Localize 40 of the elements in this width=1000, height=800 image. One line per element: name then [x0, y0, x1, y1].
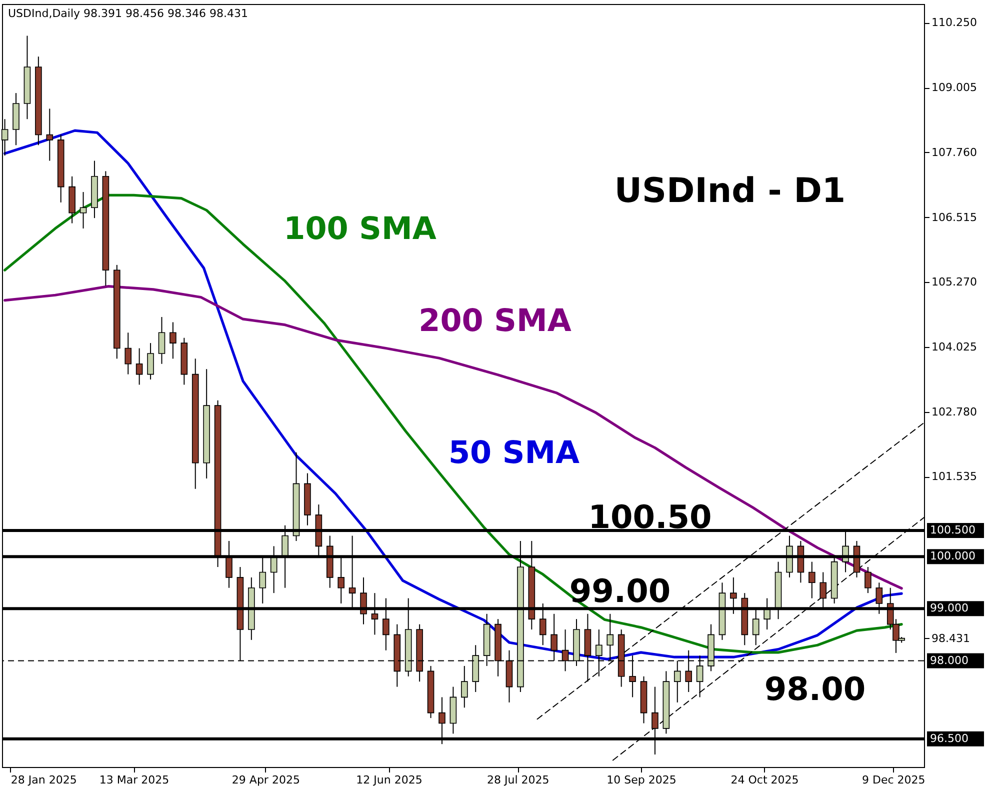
- candlestick: [808, 561, 816, 599]
- annotation: 99.00: [569, 572, 671, 610]
- candlestick: [170, 322, 176, 360]
- candlestick: [864, 566, 872, 594]
- series-label: 200 SMA: [418, 303, 572, 339]
- y-tick-label: 109.005: [932, 81, 977, 94]
- ref-line-label: 96.500: [930, 732, 968, 745]
- ref-line-label: 100.000: [930, 550, 976, 563]
- y-tick-label: 105.270: [932, 276, 977, 289]
- candlestick: [136, 348, 143, 386]
- ref-line-label: 98.000: [930, 654, 968, 667]
- x-tick-label: 13 Mar 2025: [99, 774, 170, 786]
- candlestick: [46, 108, 54, 162]
- y-tick-label: 107.760: [932, 146, 977, 159]
- y-tick-label: 98.431: [932, 632, 970, 645]
- ref-line-label: 100.500: [930, 524, 976, 537]
- candlestick: [124, 332, 132, 375]
- y-tick-label: 104.025: [932, 340, 977, 354]
- x-tick-label: 24 Oct 2025: [730, 774, 799, 786]
- text: USDInd - D1: [614, 171, 846, 211]
- chart-subtitle: USDInd,Daily 98.391 98.456 98.346 98.431: [8, 7, 248, 20]
- annotation: 100.50: [588, 498, 712, 536]
- y-tick-label: 102.780: [932, 405, 977, 418]
- x-tick-label: 12 Jun 2025: [356, 774, 422, 786]
- ref-line-label: 99.000: [930, 602, 968, 615]
- y-tick-label: 101.535: [932, 470, 977, 484]
- x-tick-label: 28 Jul 2025: [487, 774, 550, 786]
- candlestick: [158, 316, 166, 364]
- text: 50 SMA: [448, 435, 580, 471]
- x-tick-label: 29 Apr 2025: [232, 774, 300, 786]
- x-tick-label: 28 Jan 2025: [10, 774, 77, 786]
- series-label: 100 SMA: [284, 211, 436, 247]
- candlestick: [80, 192, 87, 229]
- x-tick-label: 9 Dec 2025: [862, 774, 926, 786]
- x-tick-label: 10 Sep 2025: [606, 774, 676, 786]
- annotation: 98.00: [764, 670, 866, 708]
- candlestick: [461, 665, 468, 708]
- y-tick-label: 110.250: [932, 16, 977, 30]
- y-tick-label: 106.515: [932, 210, 977, 224]
- candlestick: [147, 342, 154, 380]
